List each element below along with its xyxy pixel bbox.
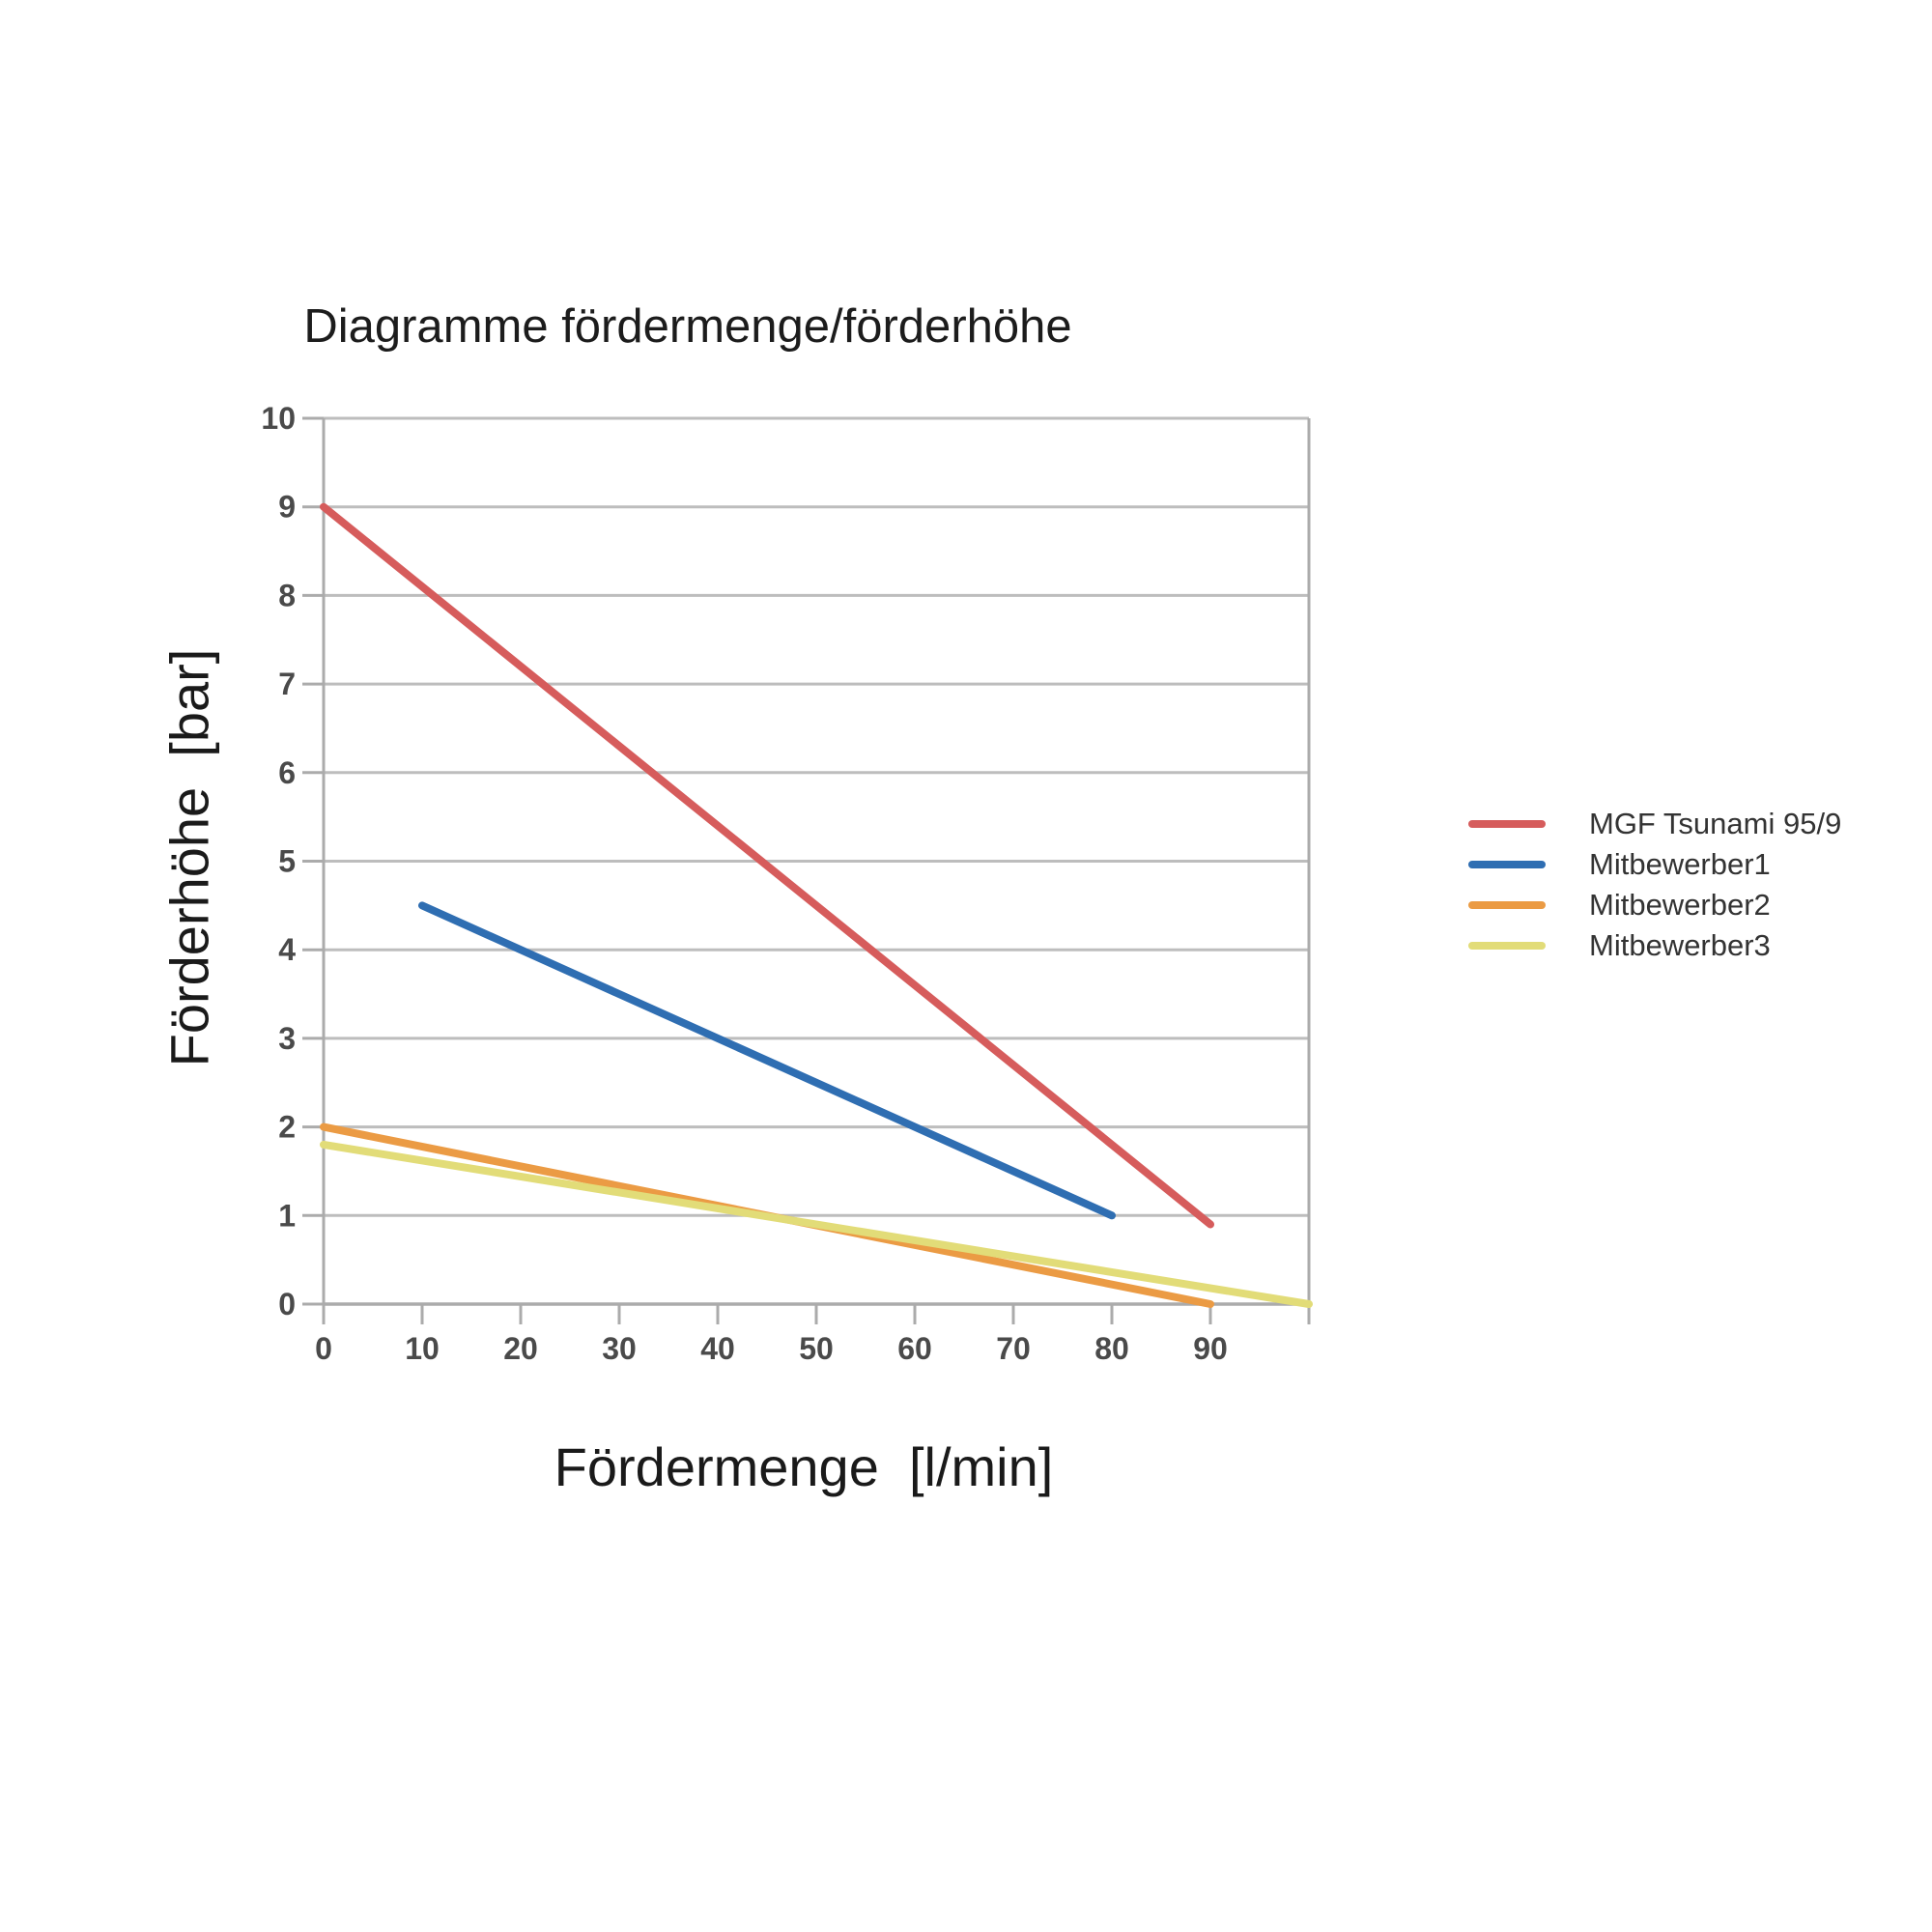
y-tick-label: 5 — [278, 844, 296, 879]
legend: MGF Tsunami 95/9 Mitbewerber1 Mitbewerber2… — [1468, 804, 1841, 966]
y-tick-label: 6 — [278, 755, 296, 790]
legend-item: Mitbewerber3 — [1468, 925, 1841, 966]
y-tick-label: 9 — [278, 490, 296, 525]
legend-swatch — [1468, 942, 1546, 950]
x-tick-label: 10 — [405, 1331, 440, 1366]
x-tick-label: 30 — [602, 1331, 637, 1366]
x-tick-label: 60 — [897, 1331, 932, 1366]
y-tick-label: 3 — [278, 1021, 296, 1056]
legend-label: Mitbewerber3 — [1589, 928, 1771, 962]
legend-item: MGF Tsunami 95/9 — [1468, 804, 1841, 844]
y-tick-label: 4 — [278, 932, 296, 967]
x-tick-label: 20 — [503, 1331, 538, 1366]
legend-item: Mitbewerber1 — [1468, 844, 1841, 885]
chart-title: Diagramme fördermenge/förderhöhe — [303, 300, 1072, 353]
y-tick-label: 2 — [278, 1110, 296, 1145]
legend-label: MGF Tsunami 95/9 — [1589, 807, 1842, 840]
series-line-3 — [320, 1140, 1313, 1308]
x-tick-label: 80 — [1094, 1331, 1129, 1366]
y-tick-label: 10 — [261, 401, 296, 436]
legend-swatch — [1468, 861, 1546, 868]
legend-swatch — [1468, 901, 1546, 909]
legend-swatch — [1468, 820, 1546, 828]
series-line-0 — [320, 502, 1214, 1229]
y-tick-label: 1 — [278, 1198, 296, 1233]
x-axis-title: Fördermenge [l/min] — [554, 1436, 1054, 1497]
x-tick-label: 70 — [996, 1331, 1031, 1366]
x-tick-label: 90 — [1193, 1331, 1228, 1366]
series-line-1 — [418, 901, 1116, 1220]
x-tick-label: 0 — [315, 1331, 332, 1366]
legend-label: Mitbewerber2 — [1589, 888, 1771, 922]
y-tick-label: 8 — [278, 578, 296, 612]
y-tick-label: 0 — [278, 1287, 296, 1321]
legend-label: Mitbewerber1 — [1589, 847, 1771, 881]
x-tick-label: 50 — [799, 1331, 834, 1366]
x-tick-label: 40 — [700, 1331, 735, 1366]
legend-item: Mitbewerber2 — [1468, 885, 1841, 925]
y-tick-label: 7 — [278, 667, 296, 701]
